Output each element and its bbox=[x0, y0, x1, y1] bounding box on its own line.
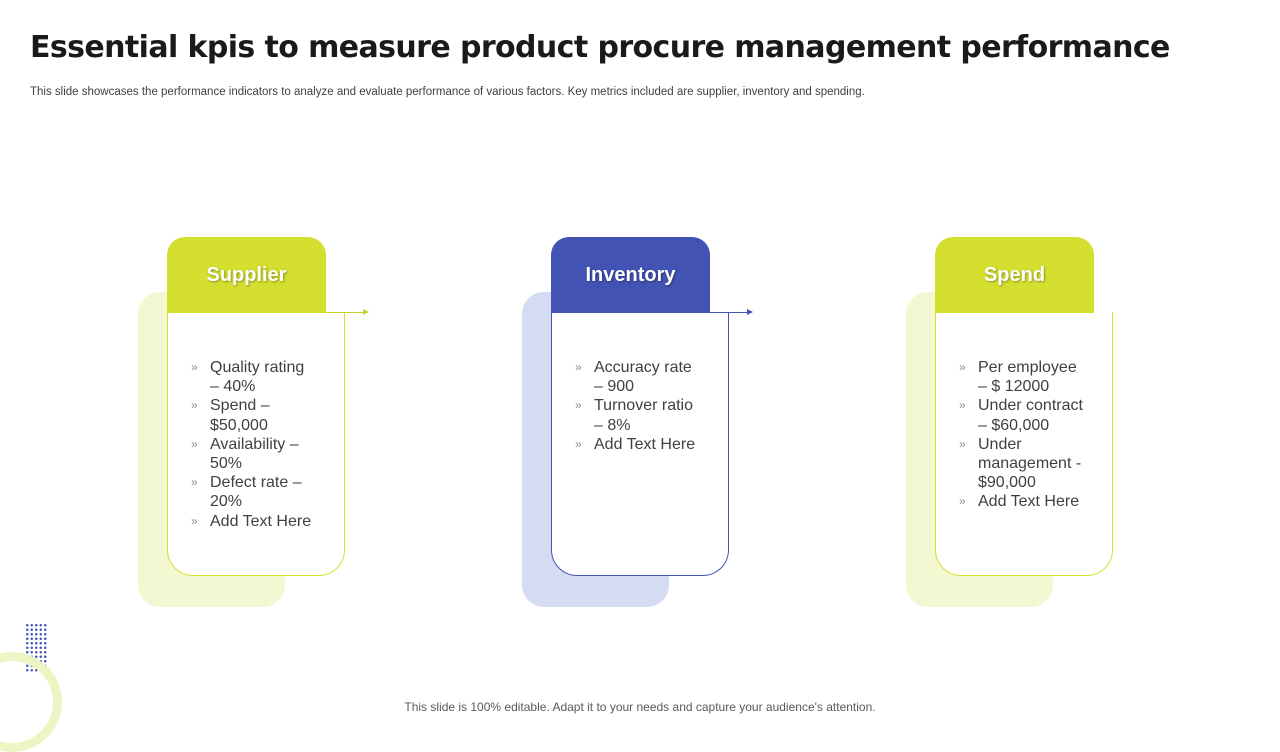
kpi-card-spend: Spend Per employee – $ 12000 Under contr… bbox=[906, 237, 1146, 609]
arrow-icon bbox=[326, 309, 369, 315]
kpi-item: Add Text Here bbox=[575, 435, 700, 454]
kpi-card-inventory: Inventory Accuracy rate – 900 Turnover r… bbox=[522, 237, 762, 609]
kpi-item: Quality rating – 40% bbox=[191, 358, 316, 396]
card-heading: Spend bbox=[983, 263, 1046, 286]
card-heading: Inventory bbox=[585, 263, 676, 286]
kpi-item: Availability – 50% bbox=[191, 435, 316, 473]
kpi-item: Add Text Here bbox=[959, 492, 1084, 511]
card-header: Supplier bbox=[167, 237, 326, 313]
kpi-item: Under contract – $60,000 bbox=[959, 396, 1084, 434]
slide-subtitle: This slide showcases the performance ind… bbox=[30, 86, 865, 98]
kpi-list: Accuracy rate – 900 Turnover ratio – 8% … bbox=[575, 358, 700, 454]
kpi-item: Per employee – $ 12000 bbox=[959, 358, 1084, 396]
slide-title: Essential kpis to measure product procur… bbox=[30, 30, 1170, 65]
kpi-list: Quality rating – 40% Spend – $50,000 Ava… bbox=[191, 358, 316, 531]
kpi-item: Spend – $50,000 bbox=[191, 396, 316, 434]
kpi-list: Per employee – $ 12000 Under contract – … bbox=[959, 358, 1084, 512]
kpi-card-supplier: Supplier Quality rating – 40% Spend – $5… bbox=[138, 237, 378, 609]
card-header: Spend bbox=[935, 237, 1094, 313]
kpi-item: Defect rate – 20% bbox=[191, 473, 316, 511]
slide-footer: This slide is 100% editable. Adapt it to… bbox=[404, 700, 876, 714]
card-header: Inventory bbox=[551, 237, 710, 313]
arrow-icon bbox=[710, 309, 753, 315]
kpi-item: Under management - $90,000 bbox=[959, 435, 1084, 493]
kpi-item: Accuracy rate – 900 bbox=[575, 358, 700, 396]
kpi-item: Add Text Here bbox=[191, 512, 316, 531]
card-heading: Supplier bbox=[206, 263, 287, 286]
kpi-item: Turnover ratio – 8% bbox=[575, 396, 700, 434]
